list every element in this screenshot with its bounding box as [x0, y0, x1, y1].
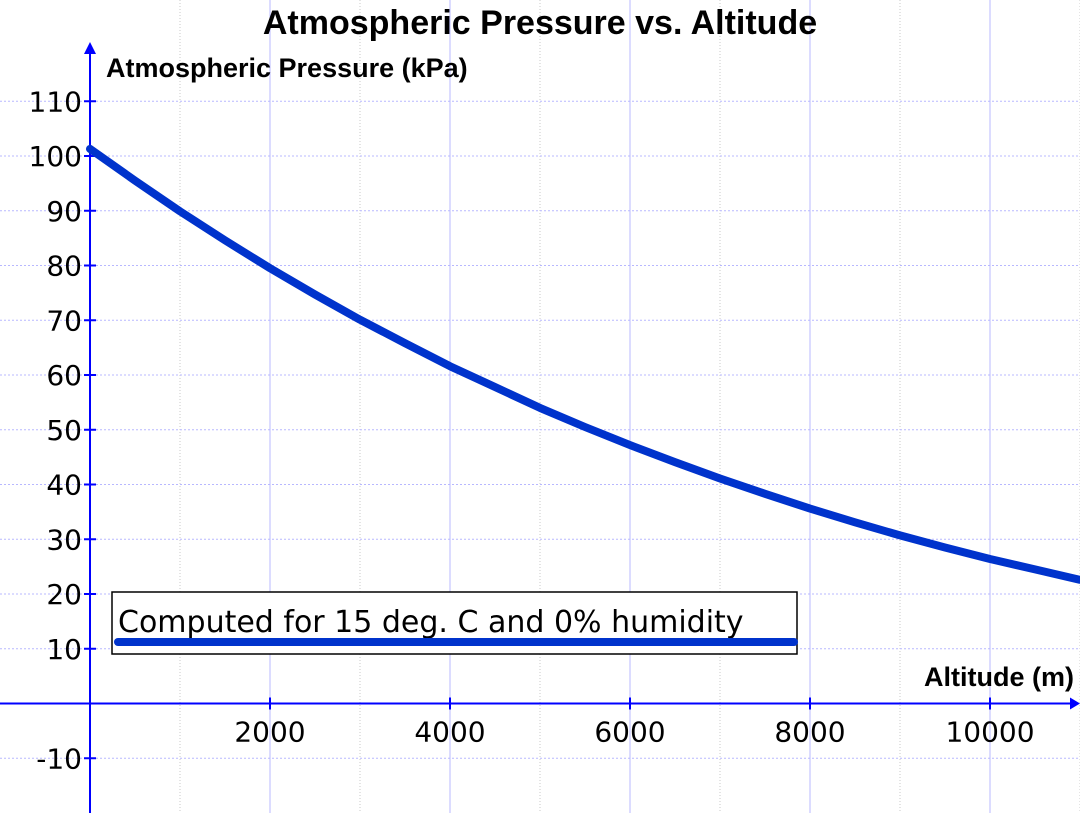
y-axis-arrow	[84, 42, 96, 54]
y-axis-label: Atmospheric Pressure (kPa)	[106, 53, 468, 83]
annotation-text: Computed for 15 deg. C and 0% humidity	[118, 605, 744, 640]
x-tick-label: 8000	[774, 716, 845, 749]
y-tick-label: 80	[46, 250, 82, 283]
x-tick-label: 6000	[594, 716, 665, 749]
y-tick-label: 90	[46, 195, 82, 228]
annotation-box: Computed for 15 deg. C and 0% humidity	[111, 591, 798, 655]
ticks: 2000 4000 6000 8000 10000 -10 10 20 30 40 50 60 70 80…	[29, 85, 1035, 775]
chart-title: Atmospheric Pressure vs. Altitude	[263, 4, 817, 42]
x-tick-label: 4000	[414, 716, 485, 749]
x-tick-label: 10000	[945, 716, 1034, 749]
x-axis-arrow	[1070, 697, 1080, 710]
y-tick-label: 70	[46, 304, 82, 337]
y-tick-label: 10	[46, 633, 82, 666]
y-tick-label: -10	[36, 742, 82, 775]
series	[86, 144, 1080, 584]
x-tick-label: 2000	[234, 716, 305, 749]
series-line-pressure	[86, 144, 1080, 584]
y-tick-label: 30	[46, 523, 82, 556]
y-tick-label: 110	[29, 85, 82, 118]
axes	[0, 42, 1080, 813]
x-axis-label: Altitude (m)	[924, 662, 1074, 692]
y-tick-label: 60	[46, 359, 82, 392]
y-tick-label: 100	[29, 140, 82, 173]
y-tick-label: 50	[46, 414, 82, 447]
y-tick-label: 40	[46, 469, 82, 502]
y-tick-label: 20	[46, 578, 82, 611]
